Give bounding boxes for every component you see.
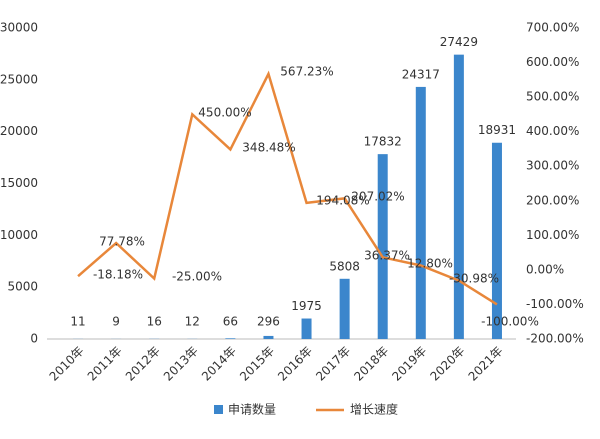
line-value-label: 194.08% xyxy=(316,194,369,208)
y2-tick-label: 300.00% xyxy=(526,159,579,173)
bar xyxy=(263,335,274,339)
bar xyxy=(491,142,502,339)
line-value-label: 348.48% xyxy=(242,141,295,155)
y-tick-label: 0 xyxy=(30,332,38,346)
bar xyxy=(415,86,426,340)
x-tick-label: 2014年 xyxy=(199,344,239,384)
bar-value-label: 24317 xyxy=(402,67,440,81)
bar-value-label: 5808 xyxy=(329,259,360,273)
bar xyxy=(225,338,236,339)
bar-value-label: 18931 xyxy=(478,123,516,137)
y2-tick-label: -100.00% xyxy=(526,297,584,311)
bar-value-label: 1975 xyxy=(291,299,322,313)
bar-value-label: 17832 xyxy=(364,135,402,149)
y2-tick-label: 400.00% xyxy=(526,124,579,138)
legend-label: 增长速度 xyxy=(350,402,398,417)
line-value-label: -18.18% xyxy=(93,268,143,282)
x-tick-label: 2011年 xyxy=(85,344,125,384)
bar-value-label: 296 xyxy=(257,315,280,329)
y-tick-label: 5000 xyxy=(7,280,38,294)
x-tick-label: 2019年 xyxy=(389,344,429,384)
line-value-label: 567.23% xyxy=(280,65,333,79)
y2-tick-label: 500.00% xyxy=(526,90,579,104)
x-tick-label: 2010年 xyxy=(47,344,87,384)
x-tick-label: 2021年 xyxy=(466,344,506,384)
bar-value-label: 27429 xyxy=(440,35,478,49)
bar-value-label: 11 xyxy=(70,315,85,329)
line-value-label: -100.00% xyxy=(481,315,539,329)
line-value-label: 77.78% xyxy=(99,235,145,249)
y2-tick-label: 100.00% xyxy=(526,228,579,242)
y2-tick-label: 200.00% xyxy=(526,193,579,207)
line-value-label: 207.02% xyxy=(351,190,404,204)
bar xyxy=(339,278,350,339)
y2-tick-label: 700.00% xyxy=(526,21,579,35)
legend-swatch xyxy=(214,405,223,414)
bar-value-label: 9 xyxy=(112,315,120,329)
y-tick-label: 20000 xyxy=(0,124,38,138)
x-tick-label: 2013年 xyxy=(161,344,201,384)
x-tick-label: 2015年 xyxy=(237,344,277,384)
bar-value-label: 66 xyxy=(223,315,238,329)
x-tick-label: 2016年 xyxy=(275,344,315,384)
y2-tick-label: 0.00% xyxy=(526,262,564,276)
x-tick-label: 2012年 xyxy=(123,344,163,384)
line-value-label: 12.80% xyxy=(407,257,453,271)
y-tick-label: 25000 xyxy=(0,72,38,86)
line-value-label: -25.00% xyxy=(172,270,222,284)
y2-tick-label: -200.00% xyxy=(526,332,584,346)
x-tick-label: 2020年 xyxy=(427,344,467,384)
bar xyxy=(453,54,464,339)
bar xyxy=(377,154,388,339)
line xyxy=(77,70,498,306)
y-tick-label: 10000 xyxy=(0,228,38,242)
line-value-label: 36.37% xyxy=(364,249,410,263)
y-tick-label: 30000 xyxy=(0,21,38,35)
y-tick-label: 15000 xyxy=(0,176,38,190)
x-tick-label: 2017年 xyxy=(313,344,353,384)
line-value-label: -30.98% xyxy=(449,272,499,286)
bar-value-label: 16 xyxy=(147,315,162,329)
y2-tick-label: 600.00% xyxy=(526,55,579,69)
bar-value-label: 12 xyxy=(185,315,200,329)
x-tick-label: 2018年 xyxy=(351,344,391,384)
legend-label: 申请数量 xyxy=(228,402,276,417)
bar xyxy=(301,318,312,339)
line-value-label: 450.00% xyxy=(198,106,251,120)
